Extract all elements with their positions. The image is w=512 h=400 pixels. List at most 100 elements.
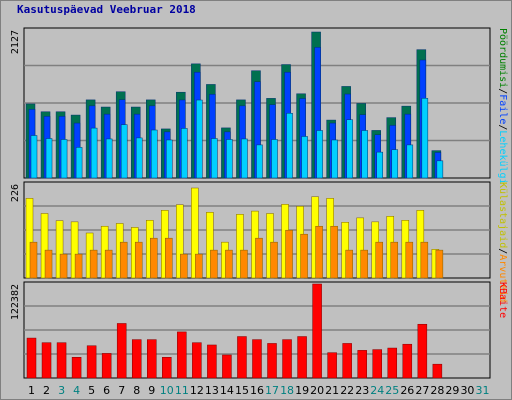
bar-visits-Arvuteid-7 (119, 241, 128, 279)
bar-bandwidth-KBaite-6 (101, 353, 112, 379)
bar-bandwidth-KBaite-7 (116, 323, 127, 379)
bar-traffic-Lehekülgi-4 (75, 147, 83, 179)
bar-bandwidth-KBaite-11 (177, 331, 187, 379)
bar-bandwidth-KBaite-14 (222, 354, 232, 379)
bar-visits-Külastajaid-23 (356, 217, 364, 279)
bar-visits-Arvuteid-23 (360, 249, 368, 279)
bar-traffic-Lehekülgi-19 (301, 136, 308, 179)
bar-visits-Arvuteid-27 (420, 241, 429, 279)
bar-traffic-Lehekülgi-2 (45, 138, 53, 179)
bar-traffic-Lehekülgi-24 (376, 151, 383, 179)
legend-item: Külastajaid (497, 182, 508, 248)
y-max-label-traffic: 2127 (10, 30, 21, 54)
bar-visits-Arvuteid-12 (195, 253, 203, 279)
bar-visits-Külastajaid-12 (191, 187, 199, 279)
bar-bandwidth-KBaite-4 (71, 357, 82, 379)
x-tick-label: 22 (340, 384, 354, 397)
legend-bandwidth: KBaite (497, 282, 508, 318)
x-tick-label: 10 (160, 384, 174, 397)
x-tick-label: 28 (430, 384, 444, 397)
x-tick-label: 8 (133, 384, 140, 397)
x-tick-label: 3 (58, 384, 65, 397)
legend-item: Faile (497, 94, 508, 124)
bar-visits-Arvuteid-16 (255, 237, 263, 279)
x-tick-label: 11 (175, 384, 189, 397)
legend-item: / (497, 88, 508, 94)
bar-traffic-Lehekülgi-21 (331, 139, 338, 179)
bar-visits-Arvuteid-22 (345, 249, 353, 279)
x-tick-label: 17 (265, 384, 279, 397)
bar-bandwidth-KBaite-17 (267, 343, 277, 379)
x-tick-label: 1 (28, 384, 35, 397)
bar-visits-Külastajaid-2 (40, 213, 49, 279)
bar-traffic-Lehekülgi-26 (406, 144, 414, 179)
x-tick-label: 13 (205, 384, 219, 397)
bar-visits-Arvuteid-26 (405, 241, 414, 279)
bar-bandwidth-KBaite-9 (147, 339, 157, 379)
bar-traffic-Lehekülgi-7 (120, 124, 128, 179)
bar-bandwidth-KBaite-2 (41, 342, 52, 379)
bar-visits-Arvuteid-9 (150, 237, 158, 279)
bar-bandwidth-KBaite-15 (237, 336, 247, 379)
x-tick-label: 4 (73, 384, 80, 397)
bar-visits-Arvuteid-13 (210, 249, 218, 279)
bar-visits-Arvuteid-1 (29, 241, 38, 279)
bar-visits-Arvuteid-18 (285, 229, 293, 279)
bar-visits-Arvuteid-8 (134, 241, 143, 279)
x-tick-label: 12 (190, 384, 204, 397)
bar-bandwidth-KBaite-16 (252, 339, 262, 379)
bar-traffic-Lehekülgi-17 (271, 139, 278, 179)
x-tick-label: 24 (370, 384, 384, 397)
bar-traffic-Lehekülgi-5 (90, 127, 98, 179)
bar-bandwidth-KBaite-8 (131, 339, 142, 379)
bar-bandwidth-KBaite-19 (297, 336, 307, 379)
bar-visits-Arvuteid-17 (270, 241, 278, 279)
bar-visits-Külastajaid-15 (236, 214, 244, 279)
bar-bandwidth-KBaite-23 (357, 350, 367, 379)
bar-traffic-Lehekülgi-28 (436, 160, 444, 179)
bar-visits-Külastajaid-3 (55, 220, 64, 279)
legend-item: KBaite (497, 282, 508, 318)
bar-visits-Arvuteid-5 (89, 249, 98, 279)
x-tick-label: 15 (235, 384, 249, 397)
bar-visits-Arvuteid-20 (315, 225, 323, 279)
bar-traffic-Lehekülgi-25 (391, 149, 399, 179)
bar-traffic-Lehekülgi-18 (286, 113, 293, 179)
bar-traffic-Lehekülgi-11 (181, 128, 188, 179)
bar-traffic-Lehekülgi-13 (211, 138, 218, 179)
bar-bandwidth-KBaite-25 (387, 347, 398, 379)
x-tick-label: 6 (103, 384, 110, 397)
chart-title: Kasutuspäevad Veebruar 2018 (17, 3, 196, 16)
x-tick-label: 21 (325, 384, 339, 397)
bar-visits-Arvuteid-15 (240, 249, 248, 279)
bar-traffic-Lehekülgi-1 (30, 135, 38, 179)
x-tick-label: 18 (280, 384, 294, 397)
panel-traffic: 2127 Pöördumisi/Faile/Lehekülgi (10, 27, 508, 185)
y-max-label-bandwidth: 122382 (10, 284, 21, 320)
x-tick-label: 25 (385, 384, 399, 397)
bar-visits-Arvuteid-3 (59, 253, 68, 279)
x-tick-label: 16 (250, 384, 264, 397)
bar-bandwidth-KBaite-12 (192, 342, 202, 379)
x-tick-label: 14 (220, 384, 234, 397)
bar-traffic-Lehekülgi-27 (421, 98, 429, 179)
legend-traffic: Pöördumisi/Faile/Lehekülgi (497, 28, 508, 185)
legend-item: / (497, 124, 508, 130)
bar-bandwidth-KBaite-22 (342, 343, 352, 379)
bar-bandwidth-KBaite-18 (282, 339, 292, 379)
x-tick-label: 20 (310, 384, 324, 397)
panel-bandwidth: 122382 KBaite (10, 281, 508, 379)
bar-visits-Arvuteid-4 (74, 253, 83, 279)
bar-traffic-Lehekülgi-8 (135, 137, 143, 179)
legend-item: Lehekülgi (497, 130, 508, 184)
x-tick-label: 26 (400, 384, 414, 397)
bar-visits-Külastajaid-13 (206, 212, 214, 279)
bar-visits-Arvuteid-21 (330, 225, 338, 279)
bar-traffic-Lehekülgi-14 (226, 139, 233, 179)
legend-item: Pöördumisi (497, 28, 508, 88)
bar-bandwidth-KBaite-10 (162, 357, 172, 379)
legend-visits: Külastajaid/Arvuteid (497, 182, 508, 302)
bar-visits-Külastajaid-1 (25, 198, 34, 279)
panel-visits: 226 Külastajaid/Arvuteid (10, 181, 508, 302)
legend-item: / (497, 248, 508, 254)
